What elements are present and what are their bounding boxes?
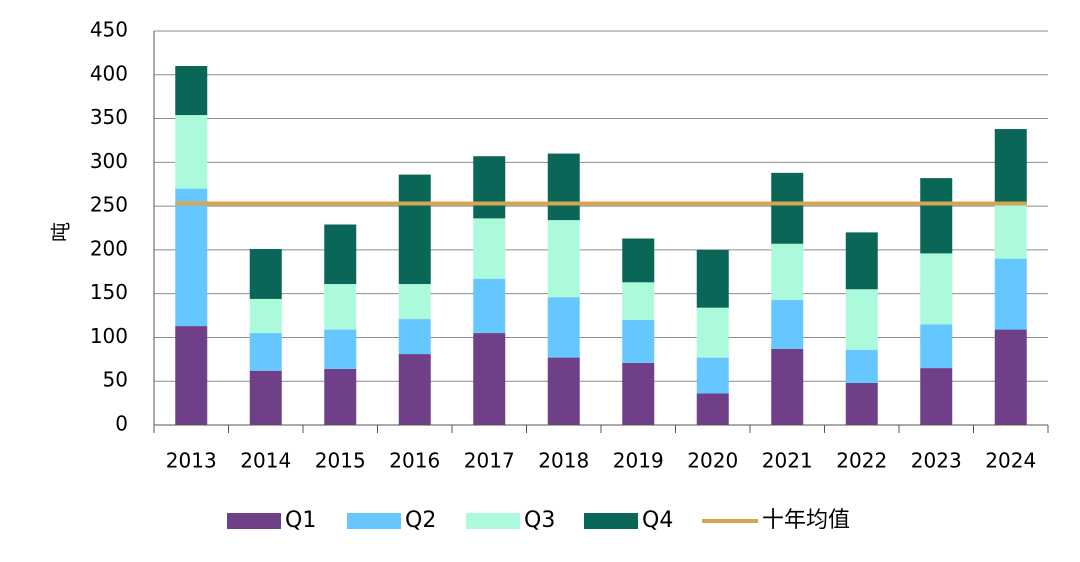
x-tick-label: 2018 bbox=[538, 449, 589, 473]
bar-q1-2024 bbox=[994, 329, 1027, 425]
legend-swatch-q2 bbox=[347, 513, 401, 529]
bar-q4-2013 bbox=[175, 66, 208, 116]
legend: Q1 Q2 Q3 Q4 十年均值 bbox=[227, 508, 850, 533]
bar-q1-2016 bbox=[398, 354, 431, 425]
bar-q2-2019 bbox=[622, 319, 655, 363]
x-tick-labels: 2013 2014 2015 2016 2017 2018 2019 2020 2021 2022… bbox=[166, 449, 1036, 473]
bar-q2-2018 bbox=[547, 297, 580, 358]
bar-q2-2020 bbox=[696, 357, 729, 394]
bar-q2-2015 bbox=[324, 329, 357, 369]
bar-q4-2016 bbox=[398, 174, 431, 285]
bar-q4-2022 bbox=[845, 232, 878, 290]
bar-q3-2020 bbox=[696, 307, 729, 358]
y-tick-label: 450 bbox=[90, 18, 128, 42]
x-tick-label: 2020 bbox=[687, 449, 738, 473]
bar-q3-2022 bbox=[845, 289, 878, 350]
bar-q4-2020 bbox=[696, 249, 729, 308]
bar-q2-2014 bbox=[249, 333, 282, 371]
bar-q4-2021 bbox=[771, 172, 804, 244]
bar-q4-2015 bbox=[324, 224, 357, 285]
bar-q2-2016 bbox=[398, 319, 431, 355]
x-tick-label: 2019 bbox=[613, 449, 664, 473]
bar-q2-2013 bbox=[175, 188, 208, 327]
bar-q4-2017 bbox=[473, 156, 506, 219]
bar-q1-2022 bbox=[845, 382, 878, 425]
bar-q3-2013 bbox=[175, 115, 208, 189]
axes bbox=[153, 31, 1049, 433]
bar-q3-2018 bbox=[547, 220, 580, 298]
bar-q2-2023 bbox=[920, 324, 953, 369]
x-tick-label: 2022 bbox=[836, 449, 887, 473]
bar-q1-2021 bbox=[771, 348, 804, 425]
bar-q3-2024 bbox=[994, 204, 1027, 259]
bar-q1-2019 bbox=[622, 362, 655, 425]
legend-swatch-q1 bbox=[227, 513, 281, 529]
y-tick-label: 150 bbox=[90, 280, 128, 304]
y-tick-label: 200 bbox=[90, 236, 128, 260]
legend-label-q2: Q2 bbox=[405, 508, 436, 533]
bar-q2-2024 bbox=[994, 258, 1027, 330]
x-tick-label: 2015 bbox=[315, 449, 366, 473]
y-tick-label: 350 bbox=[90, 105, 128, 129]
legend-label-q3: Q3 bbox=[524, 508, 555, 533]
y-tick-label: 400 bbox=[90, 61, 128, 85]
bar-q4-2023 bbox=[920, 178, 953, 254]
legend-swatch-q4 bbox=[584, 513, 638, 529]
bar-q2-2021 bbox=[771, 299, 804, 349]
bar-q3-2019 bbox=[622, 282, 655, 320]
y-tick-label: 250 bbox=[90, 193, 128, 217]
legend-label-q1: Q1 bbox=[285, 508, 316, 533]
y-tick-labels: 0 50 100 150 200 250 300 350 400 450 bbox=[90, 18, 128, 436]
x-tick-label: 2013 bbox=[166, 449, 217, 473]
y-tick-label: 0 bbox=[115, 412, 128, 436]
x-tick-label: 2016 bbox=[389, 449, 440, 473]
y-tick-label: 50 bbox=[103, 368, 128, 392]
bar-q3-2016 bbox=[398, 284, 431, 320]
bar-q1-2014 bbox=[249, 370, 282, 425]
bar-q1-2020 bbox=[696, 393, 729, 425]
bar-q4-2024 bbox=[994, 129, 1027, 205]
bar-q3-2021 bbox=[771, 243, 804, 300]
gridlines bbox=[154, 30, 1048, 382]
bar-q1-2013 bbox=[175, 326, 208, 425]
y-tick-label: 300 bbox=[90, 149, 128, 173]
y-tick-label: 100 bbox=[90, 324, 128, 348]
bar-q4-2018 bbox=[547, 153, 580, 221]
bars bbox=[175, 66, 1027, 425]
bar-q2-2022 bbox=[845, 349, 878, 383]
bar-q1-2023 bbox=[920, 368, 953, 425]
bar-q4-2019 bbox=[622, 238, 655, 283]
x-tick-label: 2017 bbox=[464, 449, 515, 473]
bar-q2-2017 bbox=[473, 278, 506, 334]
x-tick-label: 2024 bbox=[985, 449, 1036, 473]
legend-swatch-q3 bbox=[466, 513, 520, 529]
legend-label-q4: Q4 bbox=[642, 508, 673, 533]
bar-q1-2015 bbox=[324, 368, 357, 425]
x-tick-label: 2014 bbox=[240, 449, 291, 473]
bar-q1-2017 bbox=[473, 333, 506, 425]
bar-q1-2018 bbox=[547, 357, 580, 425]
legend-label-average: 十年均值 bbox=[762, 508, 850, 533]
bar-q4-2014 bbox=[249, 249, 282, 299]
x-tick-label: 2023 bbox=[911, 449, 962, 473]
bar-q3-2015 bbox=[324, 284, 357, 330]
y-axis-title: 吨 bbox=[49, 222, 73, 242]
bar-q3-2023 bbox=[920, 253, 953, 325]
bar-q3-2014 bbox=[249, 298, 282, 334]
x-tick-label: 2021 bbox=[762, 449, 813, 473]
bar-q3-2017 bbox=[473, 218, 506, 279]
